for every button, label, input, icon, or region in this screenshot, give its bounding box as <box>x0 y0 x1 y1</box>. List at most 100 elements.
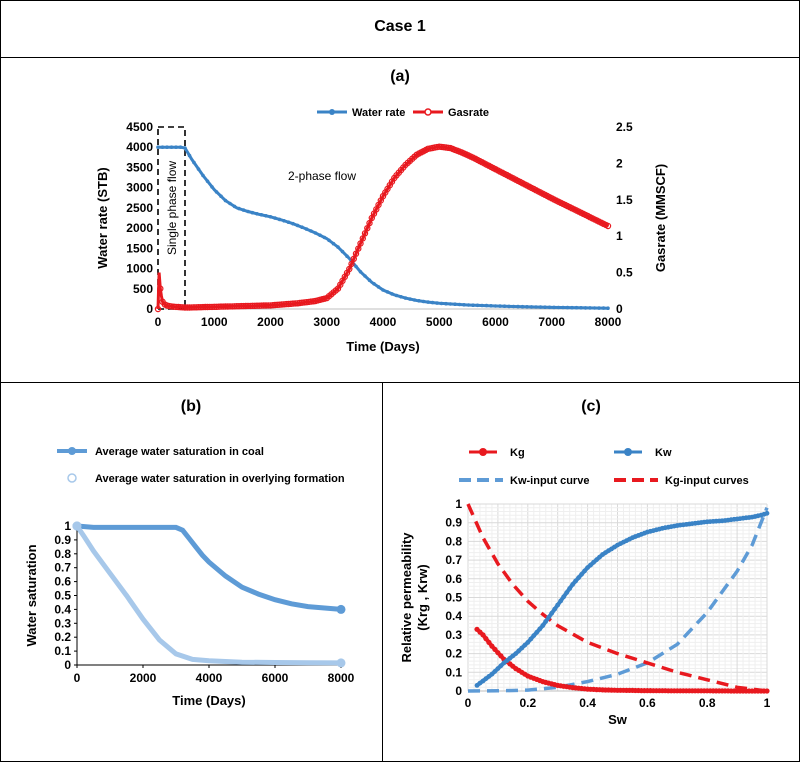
kw-point <box>492 669 498 674</box>
annotation-two-phase: 2-phase flow <box>288 169 356 183</box>
water-point <box>219 194 223 198</box>
water-point <box>412 298 417 302</box>
kw-point <box>552 606 558 612</box>
coal-end-point <box>336 604 346 614</box>
gas-point <box>247 302 254 310</box>
series-water-line <box>158 145 609 310</box>
water-point <box>601 306 606 310</box>
legend-coal-label: Average water saturation in coal <box>95 446 264 458</box>
water-point <box>435 301 439 305</box>
y-tick-label: 3000 <box>126 181 153 195</box>
water-point <box>516 304 520 309</box>
x-tick-label: 6000 <box>262 671 289 685</box>
water-point <box>457 302 462 307</box>
x-tick-label: 0.2 <box>519 696 536 710</box>
gas-point <box>188 304 195 311</box>
gas-point <box>269 301 276 309</box>
water-point <box>277 217 282 222</box>
water-point <box>448 302 453 306</box>
y-tick-label: 1500 <box>126 241 153 255</box>
x-axis-title: Time (Days) <box>346 339 419 354</box>
kw-point <box>576 575 581 581</box>
water-point <box>232 204 237 209</box>
water-point <box>381 288 385 292</box>
y-tick-label: 0.4 <box>445 609 462 623</box>
kg-point <box>483 636 489 642</box>
gas-point <box>184 304 191 311</box>
gas-point <box>177 303 184 311</box>
y-tick-label: 0.7 <box>54 561 71 575</box>
water-point <box>250 210 255 215</box>
water-point <box>192 160 196 165</box>
gas-point <box>346 265 353 273</box>
water-point <box>403 296 408 300</box>
water-point <box>475 303 480 308</box>
kw-point <box>546 614 552 620</box>
kw-point <box>543 619 549 624</box>
water-point <box>255 212 259 216</box>
gas-point <box>357 240 364 247</box>
gas-point <box>364 224 371 232</box>
y2-tick-label: 1 <box>616 229 623 243</box>
gas-point <box>215 303 222 310</box>
gas-point <box>249 302 256 309</box>
legend-kw-label: Kw <box>655 447 672 459</box>
y-tick-label: 1000 <box>126 262 153 276</box>
gas-point <box>202 303 209 311</box>
y-tick-label: 0.2 <box>445 647 462 661</box>
gas-point <box>195 303 202 311</box>
chart-a: 0 1000 2000 3000 4000 5000 6000 7000 80000500100… <box>95 107 668 354</box>
chart-b: 00.10.20.30.40.50.60.70.80.91 0 2000 4000 60… <box>24 446 355 708</box>
water-point <box>399 295 403 299</box>
gas-point <box>301 299 308 306</box>
gas-point <box>287 300 294 307</box>
kg-point <box>486 639 492 645</box>
gas-point <box>256 302 263 309</box>
kw-point <box>525 640 531 645</box>
gas-point <box>211 303 218 310</box>
legend-gas-marker <box>424 108 432 116</box>
water-point <box>507 304 511 309</box>
y-tick-label: 0.4 <box>54 602 71 616</box>
gas-point <box>226 303 234 310</box>
water-point <box>408 297 412 301</box>
gas-point <box>199 303 207 311</box>
gas-point <box>231 303 238 310</box>
gas-point <box>168 303 175 310</box>
page-title: Case 1 <box>374 18 426 35</box>
gas-point <box>233 302 240 310</box>
legend-over-marker <box>67 473 77 483</box>
water-point <box>228 201 232 206</box>
water-point <box>390 292 394 296</box>
y-tick-label: 500 <box>133 282 153 296</box>
gas-point <box>260 302 267 309</box>
water-point <box>471 303 475 307</box>
x-tick-label: 5000 <box>426 315 453 329</box>
kw-point <box>522 642 528 648</box>
water-point <box>588 306 592 310</box>
kw-point <box>495 666 501 671</box>
gas-point <box>442 144 450 151</box>
y-tick-label: 0.3 <box>445 628 462 642</box>
annotation-single-phase: Single phase flow <box>165 161 179 255</box>
legend-kg-input-label: Kg-input curves <box>665 475 749 487</box>
water-point <box>214 190 219 194</box>
gas-point <box>170 303 177 310</box>
water-point <box>376 285 381 289</box>
gas-point <box>280 301 288 308</box>
water-point <box>502 304 507 308</box>
water-point <box>421 299 426 304</box>
series-kw-input-line <box>467 507 769 693</box>
y-tick-label: 2000 <box>126 221 153 235</box>
water-point <box>300 225 304 229</box>
water-point <box>561 305 565 310</box>
gas-point <box>604 222 612 230</box>
legend-water-marker <box>329 109 335 115</box>
gas-point <box>213 303 220 310</box>
x-tick-label: 0.8 <box>699 696 716 710</box>
kw-point <box>528 636 534 642</box>
gas-point <box>186 304 193 311</box>
y-tick-label: 2500 <box>126 201 153 215</box>
water-point <box>583 306 588 310</box>
y2-tick-label: 0 <box>616 302 623 316</box>
